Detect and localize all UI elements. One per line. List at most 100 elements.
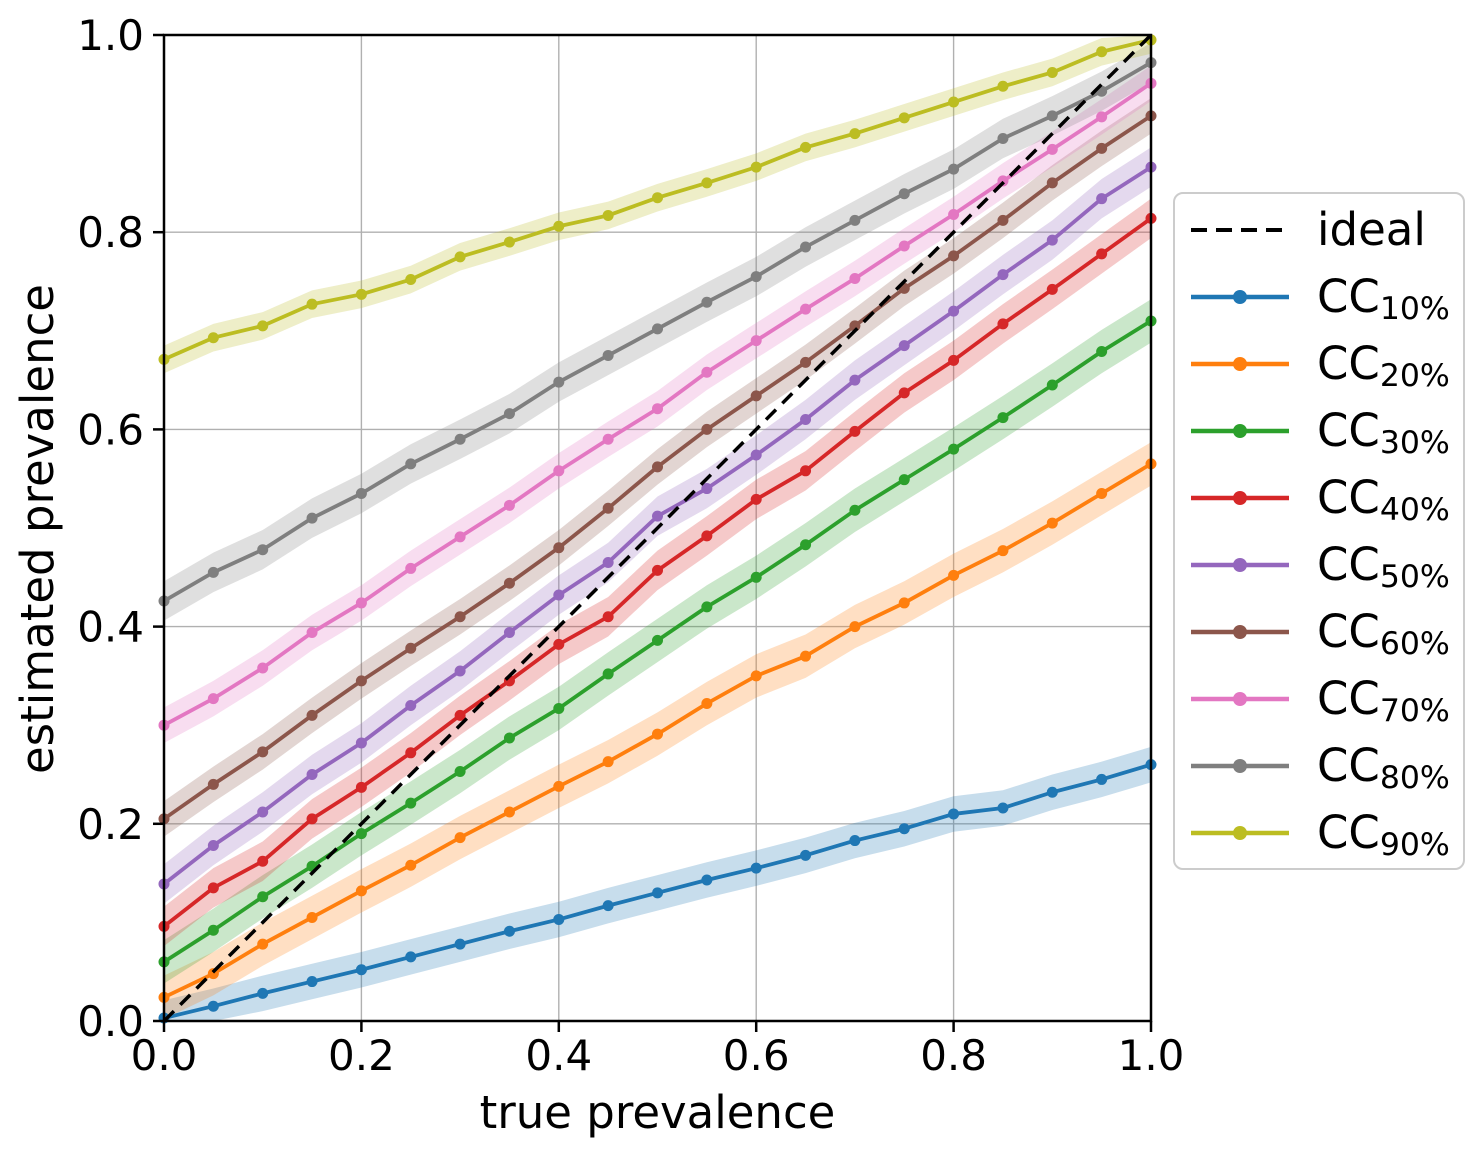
data-point: [1096, 773, 1108, 785]
data-point: [207, 778, 219, 790]
data-point: [553, 638, 565, 650]
data-point: [602, 668, 614, 680]
data-point: [849, 128, 861, 140]
data-point: [997, 133, 1009, 145]
data-point: [405, 458, 417, 470]
data-point: [800, 303, 812, 315]
data-point: [355, 737, 367, 749]
data-point: [800, 141, 812, 153]
data-point: [997, 412, 1009, 424]
legend-item-cc-60pct: CC60%: [1175, 598, 1463, 665]
data-point: [602, 433, 614, 445]
data-point: [652, 323, 663, 335]
data-point: [997, 318, 1009, 330]
data-point: [405, 951, 417, 963]
data-point: [602, 900, 614, 912]
data-point: [1046, 234, 1058, 246]
series-cc-80pct: [158, 57, 1157, 607]
data-point: [503, 627, 515, 639]
data-point: [701, 423, 713, 435]
y-tick-label: 0.8: [77, 208, 144, 257]
series-cc-90pct: [158, 34, 1157, 365]
series-cc-60pct: [158, 110, 1157, 825]
series-cc-10pct: [158, 759, 1157, 1024]
series-cc-50pct: [158, 161, 1157, 890]
data-point: [355, 781, 367, 793]
data-point: [652, 728, 663, 740]
data-point: [750, 390, 762, 402]
data-point: [355, 964, 367, 976]
legend-sample-line: [1191, 490, 1289, 505]
data-point: [849, 374, 861, 386]
legend-sample-line: [1191, 289, 1289, 304]
data-point: [405, 699, 417, 711]
data-point: [652, 403, 663, 415]
data-point: [306, 976, 318, 988]
data-point: [1096, 193, 1108, 205]
legend-sample-line: [1191, 227, 1289, 232]
data-point: [849, 273, 861, 285]
data-point: [503, 499, 515, 511]
data-point: [800, 849, 812, 861]
data-point: [750, 271, 762, 283]
data-point: [701, 698, 713, 710]
data-point: [306, 769, 318, 780]
legend: ideal CC10% CC20% CC30% CC40% CC50% CC60% CC70%…: [1173, 192, 1465, 870]
legend-sample-line: [1191, 423, 1289, 438]
data-point: [1046, 786, 1058, 798]
data-point: [602, 557, 614, 569]
data-point: [257, 806, 269, 818]
data-point: [553, 220, 565, 232]
legend-item-cc-90pct: CC90%: [1175, 799, 1463, 866]
x-tick-label: 0.2: [328, 1031, 395, 1080]
y-tick-label: 0.6: [77, 405, 144, 454]
legend-label-cc-40pct: CC40%: [1317, 471, 1450, 528]
data-point: [553, 542, 565, 554]
data-point: [652, 510, 663, 522]
data-point: [948, 96, 960, 108]
data-point: [701, 296, 713, 308]
legend-item-cc-40pct: CC40%: [1175, 464, 1463, 531]
data-point: [898, 240, 910, 252]
data-point: [750, 449, 762, 461]
data-point: [602, 502, 614, 514]
data-point: [701, 874, 713, 886]
data-point: [207, 332, 219, 344]
data-point: [849, 621, 861, 633]
data-point: [306, 512, 318, 524]
data-point: [454, 531, 466, 543]
data-point: [948, 354, 960, 366]
data-point: [454, 665, 466, 677]
legend-item-cc-70pct: CC70%: [1175, 665, 1463, 732]
data-point: [750, 493, 762, 505]
data-point: [1096, 142, 1108, 154]
data-point: [553, 913, 565, 925]
data-point: [898, 597, 910, 609]
legend-label-cc-90pct: CC90%: [1317, 806, 1450, 863]
data-point: [701, 366, 713, 378]
data-point: [849, 425, 861, 437]
y-tick-label: 0.2: [77, 800, 144, 849]
data-point: [553, 376, 565, 388]
data-point: [652, 634, 663, 646]
data-point: [1046, 66, 1058, 78]
data-point: [405, 797, 417, 809]
data-point: [207, 693, 219, 705]
y-tick-label: 0.0: [77, 997, 144, 1046]
data-point: [750, 161, 762, 173]
legend-item-ideal: ideal: [1175, 196, 1463, 263]
data-point: [207, 839, 219, 851]
data-point: [1096, 487, 1108, 499]
legend-label-cc-60pct: CC60%: [1317, 605, 1450, 662]
data-point: [997, 214, 1009, 226]
data-point: [750, 670, 762, 682]
data-point: [701, 483, 713, 495]
data-point: [701, 530, 713, 542]
data-point: [948, 808, 960, 820]
series-cc-70pct: [158, 77, 1157, 731]
data-point: [306, 627, 318, 639]
data-point: [454, 832, 466, 844]
data-point: [355, 487, 367, 499]
